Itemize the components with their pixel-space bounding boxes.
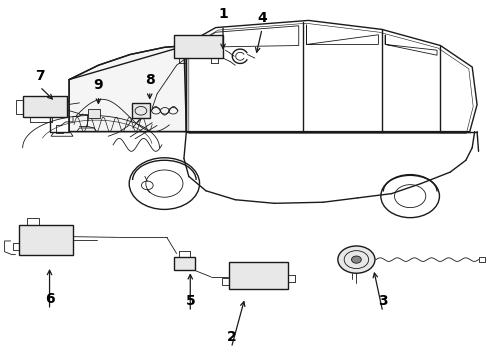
FancyBboxPatch shape <box>174 35 223 58</box>
FancyBboxPatch shape <box>19 225 73 255</box>
Polygon shape <box>88 109 100 118</box>
Polygon shape <box>132 103 150 118</box>
Text: 8: 8 <box>145 73 155 87</box>
Text: 1: 1 <box>218 7 228 21</box>
FancyBboxPatch shape <box>229 262 288 289</box>
FancyBboxPatch shape <box>23 96 67 117</box>
Text: 2: 2 <box>226 330 236 344</box>
Text: 3: 3 <box>378 294 388 308</box>
Polygon shape <box>69 45 186 132</box>
Text: 9: 9 <box>94 78 103 92</box>
Text: 4: 4 <box>257 11 267 25</box>
Text: 7: 7 <box>35 69 45 83</box>
Text: 6: 6 <box>45 292 54 306</box>
Circle shape <box>338 246 375 273</box>
Text: 5: 5 <box>185 294 195 308</box>
Circle shape <box>351 256 361 263</box>
Polygon shape <box>174 257 195 270</box>
